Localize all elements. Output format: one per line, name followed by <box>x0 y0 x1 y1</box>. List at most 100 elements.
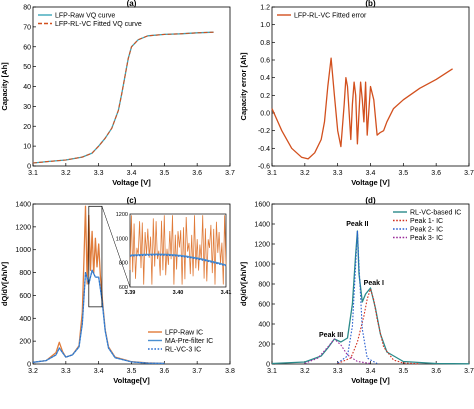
panel-label: (c) <box>127 196 137 205</box>
y-tick-label: -0.2 <box>258 128 270 135</box>
legend-label: Peak 2- IC <box>410 227 443 234</box>
x-tick-label: 3.7 <box>225 170 235 177</box>
x-tick-label: 3.1 <box>267 170 277 177</box>
x-axis-title: Voltage[V] <box>113 376 150 385</box>
x-tick-label: 3.4 <box>366 170 376 177</box>
y-tick-label: 1400 <box>15 202 31 209</box>
x-tick-label: 3.4 <box>127 170 137 177</box>
y-axis-title: dQ/dV[Ah/V] <box>239 261 248 306</box>
y-tick-label: 1400 <box>254 222 270 229</box>
y-tick-label: 1.2 <box>260 5 270 12</box>
y-tick-label: 0.4 <box>260 75 270 82</box>
y-tick-label: 1000 <box>254 262 270 269</box>
y-tick-label: 0 <box>27 362 31 369</box>
x-tick-label: 3.4 <box>94 368 104 375</box>
x-tick-label: 3.6 <box>431 368 441 375</box>
inset-series-fit <box>129 254 227 267</box>
y-tick-label: 200 <box>258 342 270 349</box>
x-tick-label: 3.3 <box>94 170 104 177</box>
x-tick-label: 3.5 <box>398 170 408 177</box>
series-line-2 <box>32 31 214 164</box>
y-tick-label: 0.6 <box>260 58 270 65</box>
x-tick-label: 3.3 <box>333 368 343 375</box>
y-tick-label: 1200 <box>15 224 31 231</box>
x-tick-label: 3.2 <box>300 368 310 375</box>
inset-y-tick-label: 800 <box>119 261 128 267</box>
inset-plot: 3.39 3.40 3.41 600 800 1000 1200 <box>116 212 232 296</box>
y-tick-label: 70 <box>23 24 31 31</box>
x-tick-label: 3.6 <box>431 170 441 177</box>
y-tick-label: 0 <box>27 164 31 171</box>
x-tick-label: 3.2 <box>300 170 310 177</box>
series-line-4 <box>304 338 371 365</box>
y-tick-label: -0.4 <box>258 146 270 153</box>
zoom-region-box <box>88 205 103 308</box>
x-tick-label: 3.1 <box>267 368 277 375</box>
inset-x-tick-label: 3.39 <box>125 290 136 296</box>
y-axis-title: dQ/dV[Ah/V] <box>0 261 9 306</box>
inset-y-tick-label: 1200 <box>116 212 128 218</box>
y-axis-title: Capacity [Ah] <box>0 62 9 111</box>
y-tick-label: 1600 <box>254 202 270 209</box>
y-tick-label: 1.0 <box>260 22 270 29</box>
panel-label: (b) <box>365 0 376 8</box>
y-tick-label: 1000 <box>15 247 31 254</box>
y-tick-label: 800 <box>19 270 31 277</box>
x-tick-label: 3.4 <box>366 368 376 375</box>
inset-y-tick-label: 600 <box>119 285 128 291</box>
x-axis-title: Voltage [V] <box>112 178 151 187</box>
plot-frame <box>271 203 470 365</box>
legend-label: Peak 3- IC <box>410 235 443 242</box>
y-tick-label: 50 <box>23 64 31 71</box>
x-axis-title: Voltage [V] <box>351 178 390 187</box>
x-tick-label: 3.5 <box>127 368 137 375</box>
legend-label: MA-Pre-filter IC <box>165 338 213 345</box>
x-tick-label: 3.3 <box>61 368 71 375</box>
y-tick-label: -0.6 <box>258 164 270 171</box>
x-tick-label: 3.2 <box>28 368 38 375</box>
legend-label: RL-VC-3 IC <box>165 347 201 354</box>
panel-2: (b) 3.1 3.2 3.3 3.4 3.5 3.6 3.7 -0.6 -0.4 -0.2 0.0 0… <box>239 0 474 187</box>
x-tick-label: 3.7 <box>464 368 474 375</box>
legend-label: LFP-Raw VQ curve <box>55 13 115 20</box>
y-tick-label: 800 <box>258 282 270 289</box>
x-tick-label: 3.5 <box>159 170 169 177</box>
y-tick-label: 200 <box>19 339 31 346</box>
x-tick-label: 3.7 <box>192 368 202 375</box>
y-tick-label: 600 <box>19 293 31 300</box>
y-tick-label: 0.8 <box>260 40 270 47</box>
x-axis-title: Voltage [V] <box>351 376 390 385</box>
inset-x-tick-label: 3.40 <box>173 290 184 296</box>
panel-3: (c) 3.2 3.3 3.4 3.5 3.6 3.7 3.8 0 200 400 600 800 100… <box>0 196 235 385</box>
y-tick-label: 400 <box>258 322 270 329</box>
y-tick-label: 400 <box>19 316 31 323</box>
x-tick-label: 3.8 <box>225 368 235 375</box>
panel-label: (a) <box>127 0 137 8</box>
inset-series-raw <box>129 215 227 285</box>
x-tick-label: 3.2 <box>61 170 71 177</box>
peak-label: Peak I <box>364 280 384 287</box>
x-tick-label: 3.5 <box>398 368 408 375</box>
series-line-2 <box>337 288 420 365</box>
legend-label: Peak 1- IC <box>410 218 443 225</box>
x-tick-label: 3.6 <box>159 368 169 375</box>
panel-1: (a) 3.1 3.2 3.3 3.4 3.5 3.6 3.7 0 10 20 30 40 50 60 70 8… <box>0 0 235 187</box>
y-tick-label: 30 <box>23 104 31 111</box>
legend-label: LFP-RL-VC Fitted error <box>294 13 367 20</box>
x-tick-label: 3.7 <box>464 170 474 177</box>
y-tick-label: 60 <box>23 44 31 51</box>
inset-x-tick-label: 3.41 <box>221 290 232 296</box>
series-line-1 <box>271 57 453 160</box>
y-tick-label: 0 <box>266 362 270 369</box>
legend-label: LFP-Raw IC <box>165 330 203 337</box>
y-axis-title: Capacity error [Ah] <box>239 52 248 120</box>
legend-label: LFP-RL-VC Fitted VQ curve <box>55 21 142 28</box>
y-tick-label: 1200 <box>254 242 270 249</box>
y-tick-label: 80 <box>23 5 31 12</box>
inset-series-filter <box>129 253 227 266</box>
y-tick-label: 10 <box>23 144 31 151</box>
x-tick-label: 3.1 <box>28 170 38 177</box>
legend-label: RL-VC-based IC <box>410 210 461 217</box>
peak-label: Peak II <box>346 221 368 228</box>
